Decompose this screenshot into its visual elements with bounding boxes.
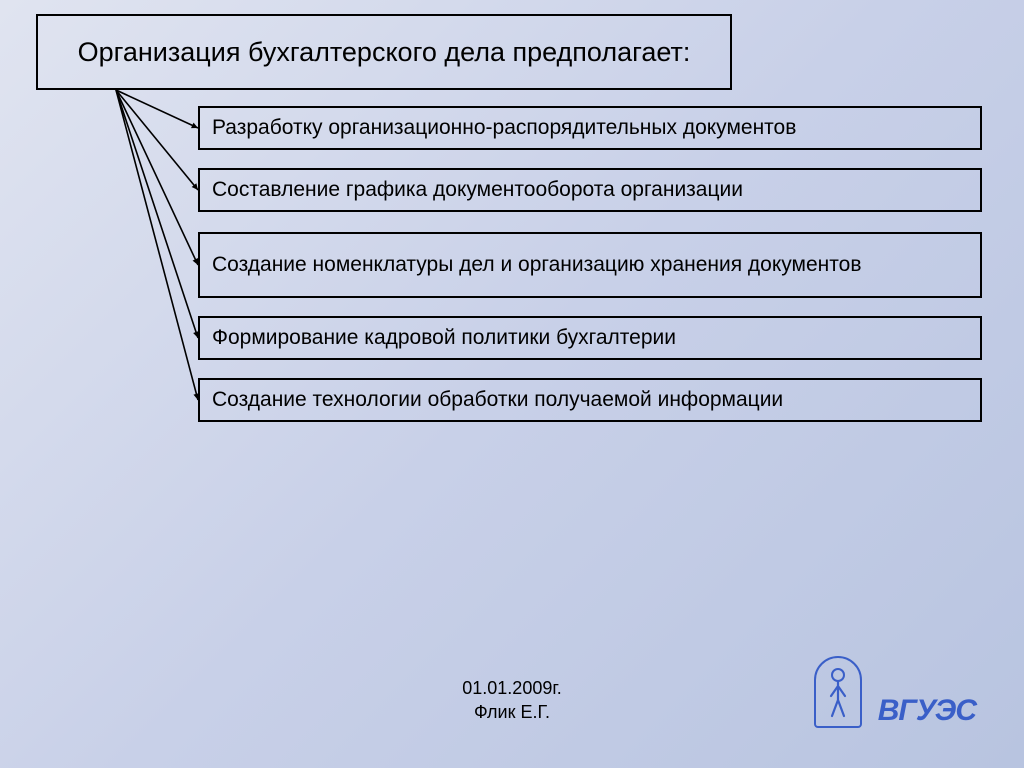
footer: 01.01.2009г. Флик Е.Г.: [462, 677, 561, 724]
item-text-0: Разработку организационно-распорядительн…: [212, 114, 796, 141]
item-text-2: Создание номенклатуры дел и организацию …: [212, 251, 861, 278]
logo-group: ВГУЭС: [814, 656, 976, 728]
slide: Организация бухгалтерского дела предпола…: [0, 0, 1024, 768]
title-box: Организация бухгалтерского дела предпола…: [36, 14, 732, 90]
item-box-0: Разработку организационно-распорядительн…: [198, 106, 982, 150]
item-text-1: Составление графика документооборота орг…: [212, 176, 743, 203]
item-box-4: Создание технологии обработки получаемой…: [198, 378, 982, 422]
footer-date: 01.01.2009г.: [462, 677, 561, 700]
logo-figure-icon: [814, 656, 862, 728]
item-box-1: Составление графика документооборота орг…: [198, 168, 982, 212]
footer-author: Флик Е.Г.: [462, 701, 561, 724]
item-text-3: Формирование кадровой политики бухгалтер…: [212, 324, 676, 351]
item-box-2: Создание номенклатуры дел и организацию …: [198, 232, 982, 298]
item-box-3: Формирование кадровой политики бухгалтер…: [198, 316, 982, 360]
item-text-4: Создание технологии обработки получаемой…: [212, 386, 783, 413]
logo-text: ВГУЭС: [878, 694, 976, 728]
title-text: Организация бухгалтерского дела предпола…: [78, 36, 691, 68]
